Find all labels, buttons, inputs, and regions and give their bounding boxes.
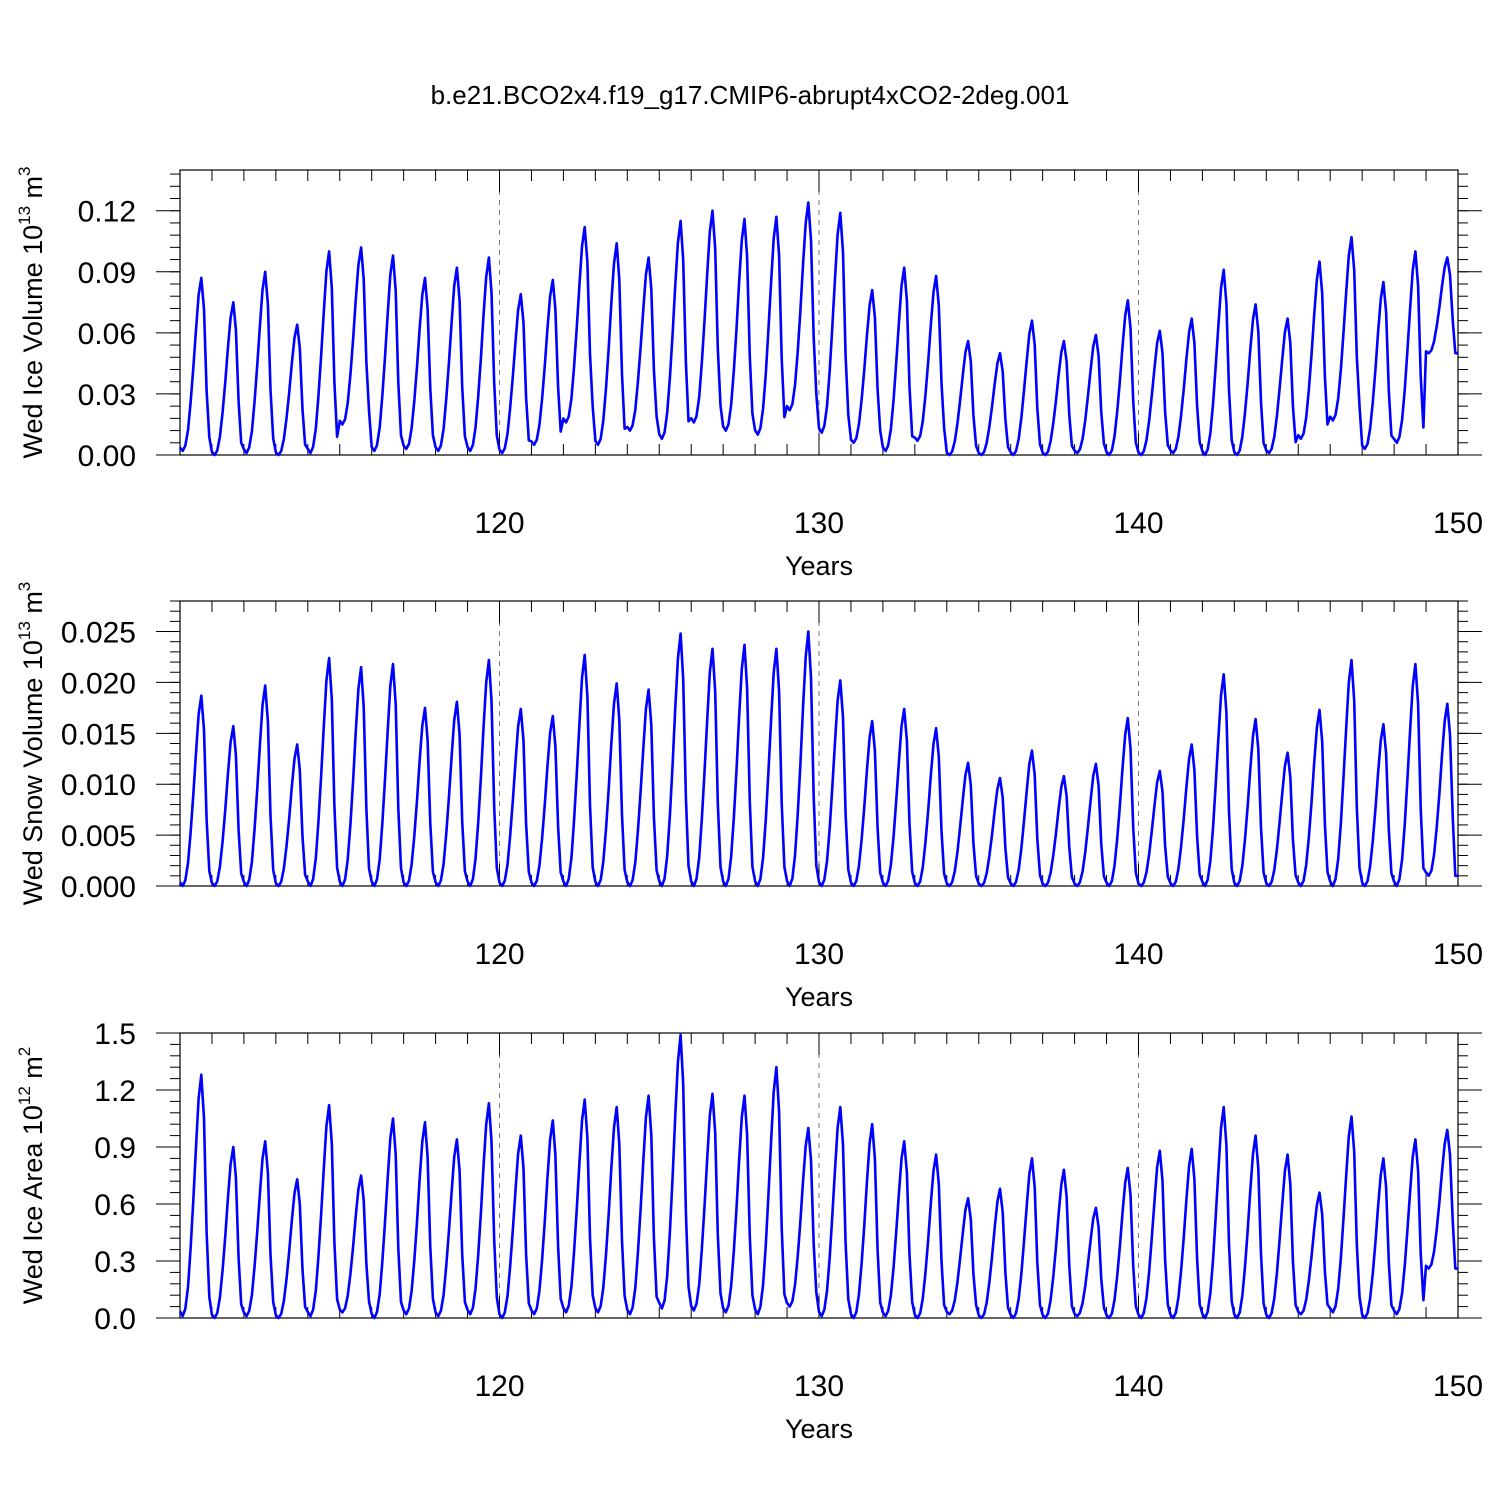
series-line bbox=[178, 201, 1458, 457]
x-axis-label: Years bbox=[785, 551, 853, 581]
x-tick-label: 120 bbox=[474, 507, 524, 540]
y-axis-label: Wed Snow Volume 1013 m3 bbox=[15, 582, 48, 906]
y-tick-label: 0.015 bbox=[61, 718, 136, 751]
x-tick-label: 150 bbox=[1433, 938, 1483, 971]
x-tick-label: 140 bbox=[1113, 1370, 1163, 1403]
y-tick-label: 0.09 bbox=[78, 257, 136, 290]
x-tick-label: 150 bbox=[1433, 1370, 1483, 1403]
y-tick-label: 0.00 bbox=[78, 440, 136, 473]
panel-1: 0.00 0.03 0.06 0.09 0.12 120 130 140 150 Years Wed… bbox=[15, 166, 1483, 581]
x-tick-label: 120 bbox=[474, 1370, 524, 1403]
chart-title: b.e21.BCO2x4.f19_g17.CMIP6-abrupt4xCO2-2… bbox=[430, 80, 1070, 110]
panel-2: 0.000 0.005 0.010 0.015 0.020 0.025 120 130 140 1… bbox=[15, 582, 1483, 1012]
y-tick-label: 0.000 bbox=[61, 871, 136, 904]
y-tick-label: 0.03 bbox=[78, 379, 136, 412]
y-tick-label: 0.020 bbox=[61, 667, 136, 700]
series-line bbox=[178, 630, 1458, 888]
y-tick-label: 0.025 bbox=[61, 617, 136, 650]
x-axis-label: Years bbox=[785, 982, 853, 1012]
x-tick-label: 130 bbox=[794, 507, 844, 540]
x-tick-label: 150 bbox=[1433, 507, 1483, 540]
panel-3: 0.0 0.3 0.6 0.9 1.2 1.5 120 130 140 150 Years Wed I… bbox=[15, 1018, 1483, 1444]
y-tick-label: 0.005 bbox=[61, 820, 136, 853]
x-tick-label: 140 bbox=[1113, 507, 1163, 540]
series-line bbox=[178, 1033, 1458, 1320]
y-tick-label: 1.2 bbox=[94, 1075, 136, 1108]
y-tick-label: 0.06 bbox=[78, 318, 136, 351]
x-tick-label: 130 bbox=[794, 938, 844, 971]
y-axis-label: Wed Ice Area 1012 m2 bbox=[15, 1047, 48, 1305]
y-tick-label: 1.5 bbox=[94, 1018, 136, 1051]
y-axis-label: Wed Ice Volume 1013 m3 bbox=[15, 166, 48, 458]
y-tick-label: 0.9 bbox=[94, 1132, 136, 1165]
y-tick-label: 0.010 bbox=[61, 769, 136, 802]
x-axis-label: Years bbox=[785, 1414, 853, 1444]
y-tick-label: 0.0 bbox=[94, 1303, 136, 1336]
x-tick-label: 120 bbox=[474, 938, 524, 971]
x-tick-label: 130 bbox=[794, 1370, 844, 1403]
y-tick-label: 0.3 bbox=[94, 1246, 136, 1279]
y-tick-label: 0.12 bbox=[78, 196, 136, 229]
y-tick-label: 0.6 bbox=[94, 1189, 136, 1222]
x-tick-label: 140 bbox=[1113, 938, 1163, 971]
